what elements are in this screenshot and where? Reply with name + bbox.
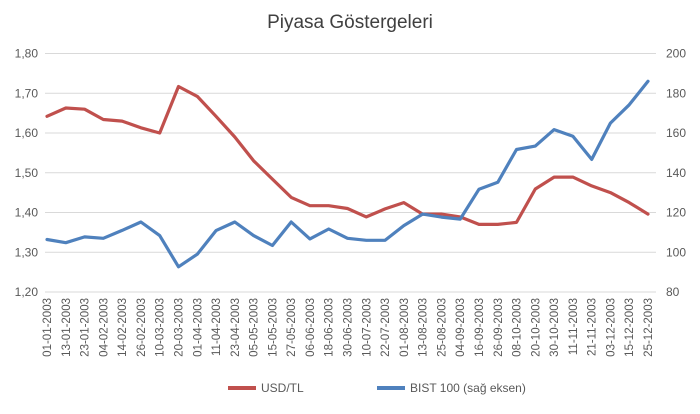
y-left-tick: 1,70 [15,86,39,100]
x-tick-label: 11-04-2003 [211,298,223,356]
x-tick-label: 15-12-2003 [624,298,636,357]
legend: USD/TL BIST 100 (sağ eksen) [228,381,526,395]
x-tick-label: 20-03-2003 [173,298,185,357]
series-lines [47,81,648,267]
y-right-tick: 160 [666,126,686,140]
x-tick-label: 23-04-2003 [230,298,242,357]
x-tick-label: 10-07-2003 [361,298,373,357]
x-tick-label: 25-12-2003 [643,298,655,357]
x-tick-label: 01-04-2003 [192,298,204,357]
x-tick-label: 15-05-2003 [267,298,279,357]
x-tick-label: 08-10-2003 [512,298,524,357]
x-tick-label: 26-09-2003 [493,298,505,357]
legend-label-usd: USD/TL [261,381,304,395]
x-tick-label: 04-09-2003 [455,298,467,357]
y-left-tick: 1,50 [15,166,39,180]
x-tick-label: 01-08-2003 [399,298,411,357]
series-line-bist-100 [47,81,648,266]
left-axis-ticks: 1,20 1,30 1,40 1,50 1,60 1,70 1,80 [15,47,39,300]
x-tick-label: 18-06-2003 [324,298,336,357]
x-tick-label: 10-03-2003 [155,298,167,357]
y-right-tick: 140 [666,166,686,180]
x-tick-label: 20-10-2003 [530,298,542,357]
y-right-tick: 180 [666,86,686,100]
x-tick-label: 06-06-2003 [305,298,317,357]
x-tick-label: 11-11-2003 [568,298,580,355]
gridlines [45,54,656,293]
x-tick-label: 14-02-2003 [117,298,129,357]
y-left-tick: 1,40 [15,206,39,220]
x-tick-label: 05-05-2003 [249,298,261,357]
y-right-tick: 120 [666,206,686,220]
x-tick-label: 03-12-2003 [605,298,617,357]
series-line-usd-tl [47,87,648,225]
x-axis-ticks: 01-01-2003 13-01-2003 23-01-2003 04-02-2003… [42,298,655,357]
x-tick-label: 22-07-2003 [380,298,392,357]
right-axis-ticks: 80 100 120 140 160 180 200 [666,47,686,300]
y-left-tick: 1,30 [15,245,39,259]
y-right-tick: 80 [666,285,680,299]
x-tick-label: 23-01-2003 [80,298,92,357]
x-tick-label: 25-08-2003 [436,298,448,357]
legend-label-bist: BIST 100 (sağ eksen) [410,381,526,395]
x-tick-label: 04-02-2003 [98,298,110,357]
x-tick-label: 16-09-2003 [474,298,486,357]
x-tick-label: 21-11-2003 [587,298,599,356]
y-right-tick: 200 [666,47,686,61]
x-tick-label: 26-02-2003 [136,298,148,357]
x-tick-label: 13-01-2003 [61,298,73,357]
x-tick-label: 13-08-2003 [418,298,430,357]
chart-title: Piyasa Göstergeleri [267,12,433,33]
x-tick-label: 30-06-2003 [343,298,355,357]
x-tick-label: 27-05-2003 [286,298,298,357]
x-tick-label: 01-01-2003 [42,298,54,357]
y-left-tick: 1,60 [15,126,39,140]
y-left-tick: 1,20 [15,285,39,299]
x-tick-label: 30-10-2003 [549,298,561,357]
y-left-tick: 1,80 [15,47,39,61]
y-right-tick: 100 [666,245,686,259]
